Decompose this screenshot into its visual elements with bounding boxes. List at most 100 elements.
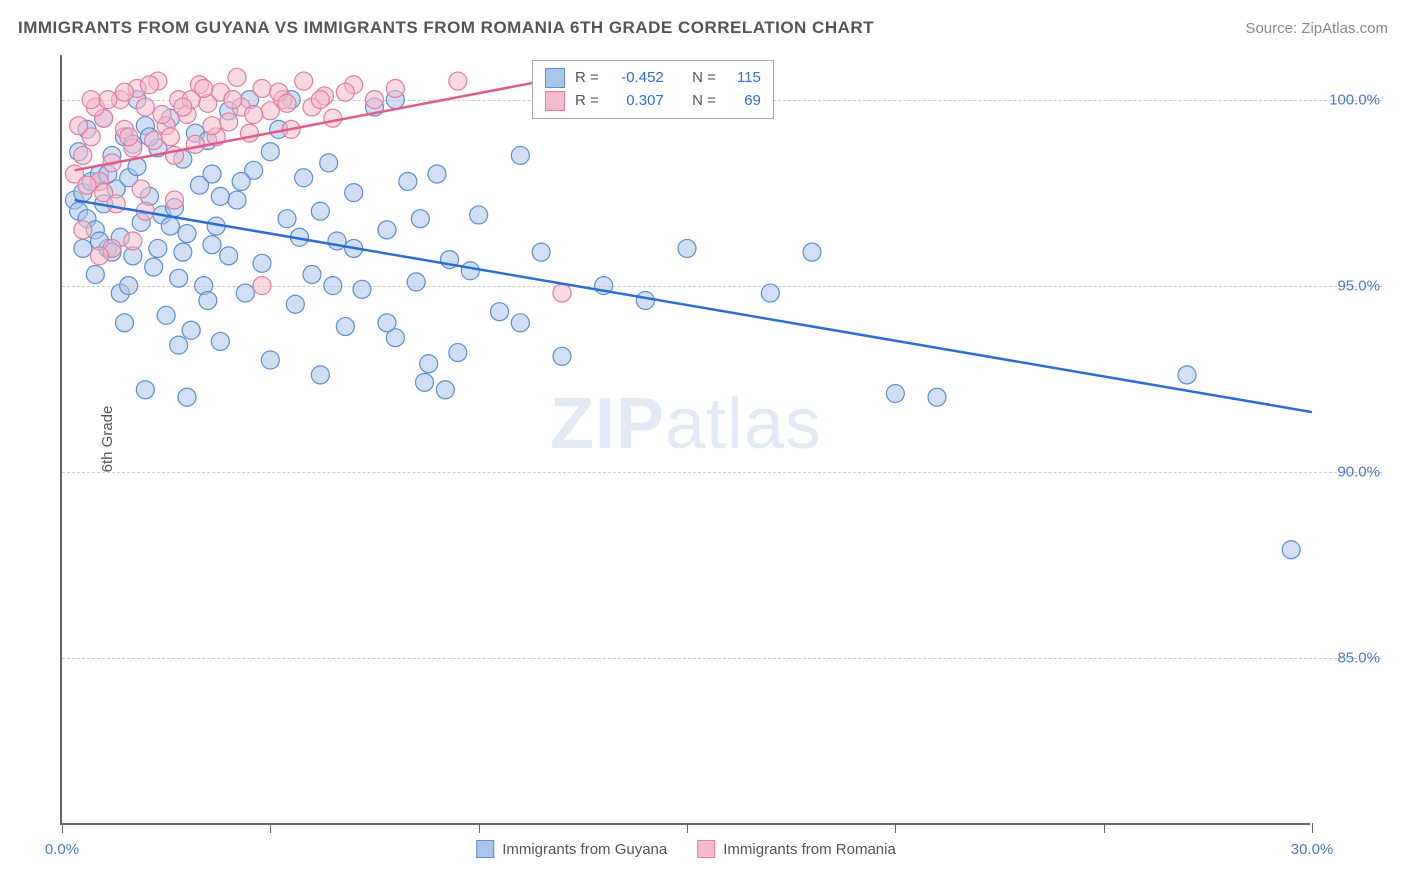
data-point — [336, 83, 354, 101]
data-point — [1282, 541, 1300, 559]
legend-item: Immigrants from Romania — [697, 840, 896, 858]
data-point — [116, 314, 134, 332]
data-point — [132, 180, 150, 198]
data-point — [378, 314, 396, 332]
bottom-legend: Immigrants from Guyana Immigrants from Ro… — [476, 840, 896, 858]
data-point — [253, 79, 271, 97]
legend-label: Immigrants from Romania — [723, 841, 896, 858]
data-point — [532, 243, 550, 261]
data-point — [220, 113, 238, 131]
data-point — [228, 68, 246, 86]
data-point — [91, 247, 109, 265]
stat-n-label: N = — [692, 67, 716, 90]
data-point — [245, 106, 263, 124]
scatter-svg — [62, 55, 1310, 823]
data-point — [99, 91, 117, 109]
data-point — [761, 284, 779, 302]
data-point — [166, 191, 184, 209]
data-point — [136, 98, 154, 116]
data-point — [336, 318, 354, 336]
data-point — [449, 72, 467, 90]
data-point — [174, 243, 192, 261]
data-point — [303, 265, 321, 283]
data-point — [211, 187, 229, 205]
x-tick — [687, 823, 688, 833]
data-point — [74, 146, 92, 164]
data-point — [203, 236, 221, 254]
data-point — [470, 206, 488, 224]
data-point — [886, 385, 904, 403]
data-point — [366, 91, 384, 109]
data-point — [353, 280, 371, 298]
data-point — [636, 292, 654, 310]
legend-item: Immigrants from Guyana — [476, 840, 667, 858]
source-label: Source: ZipAtlas.com — [1245, 20, 1388, 37]
data-point — [170, 336, 188, 354]
legend-swatch — [545, 68, 565, 88]
data-point — [178, 388, 196, 406]
y-tick-label: 90.0% — [1337, 463, 1380, 480]
correlation-stats-box: R = -0.452 N = 115R =0.307 N =69 — [532, 60, 774, 119]
data-point — [407, 273, 425, 291]
data-point — [261, 351, 279, 369]
data-point — [928, 388, 946, 406]
data-point — [116, 83, 134, 101]
stat-n-value: 115 — [726, 67, 761, 90]
data-point — [461, 262, 479, 280]
x-tick — [62, 823, 63, 833]
data-point — [232, 172, 250, 190]
x-tick — [479, 823, 480, 833]
chart-title: IMMIGRANTS FROM GUYANA VS IMMIGRANTS FRO… — [18, 18, 874, 38]
data-point — [74, 221, 92, 239]
data-point — [311, 366, 329, 384]
data-point — [311, 202, 329, 220]
data-point — [78, 176, 96, 194]
data-point — [82, 91, 100, 109]
data-point — [174, 98, 192, 116]
data-point — [378, 221, 396, 239]
y-tick-label: 85.0% — [1337, 649, 1380, 666]
data-point — [324, 109, 342, 127]
data-point — [553, 284, 571, 302]
data-point — [124, 232, 142, 250]
data-point — [449, 344, 467, 362]
data-point — [295, 72, 313, 90]
data-point — [145, 132, 163, 150]
stat-r-value: -0.452 — [609, 67, 664, 90]
data-point — [261, 143, 279, 161]
stats-row: R =0.307 N =69 — [545, 90, 761, 113]
data-point — [120, 277, 138, 295]
data-point — [161, 128, 179, 146]
data-point — [149, 239, 167, 257]
data-point — [203, 117, 221, 135]
data-point — [211, 332, 229, 350]
data-point — [161, 217, 179, 235]
x-tick — [895, 823, 896, 833]
data-point — [195, 79, 213, 97]
data-point — [253, 277, 271, 295]
data-point — [553, 347, 571, 365]
data-point — [70, 117, 88, 135]
data-point — [428, 165, 446, 183]
data-point — [295, 169, 313, 187]
data-point — [286, 295, 304, 313]
data-point — [199, 292, 217, 310]
x-tick-label: 30.0% — [1291, 841, 1334, 858]
data-point — [107, 195, 125, 213]
data-point — [170, 269, 188, 287]
data-point — [157, 306, 175, 324]
y-tick-label: 95.0% — [1337, 277, 1380, 294]
stat-n-label: N = — [692, 90, 716, 113]
legend-swatch — [697, 840, 715, 858]
stat-r-label: R = — [575, 90, 599, 113]
legend-swatch — [545, 91, 565, 111]
data-point — [145, 258, 163, 276]
legend-swatch — [476, 840, 494, 858]
legend-label: Immigrants from Guyana — [502, 841, 667, 858]
data-point — [491, 303, 509, 321]
data-point — [178, 225, 196, 243]
data-point — [511, 314, 529, 332]
data-point — [253, 254, 271, 272]
data-point — [278, 94, 296, 112]
x-tick — [1312, 823, 1313, 833]
